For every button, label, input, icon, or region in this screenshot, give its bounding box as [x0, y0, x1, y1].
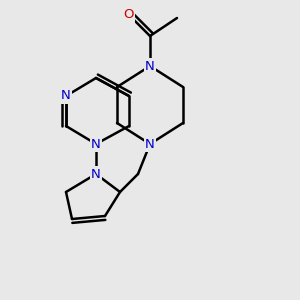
Text: O: O	[124, 8, 134, 22]
Text: N: N	[91, 137, 101, 151]
Text: N: N	[61, 89, 71, 103]
Text: N: N	[145, 137, 155, 151]
Text: N: N	[145, 59, 155, 73]
Text: N: N	[91, 167, 101, 181]
